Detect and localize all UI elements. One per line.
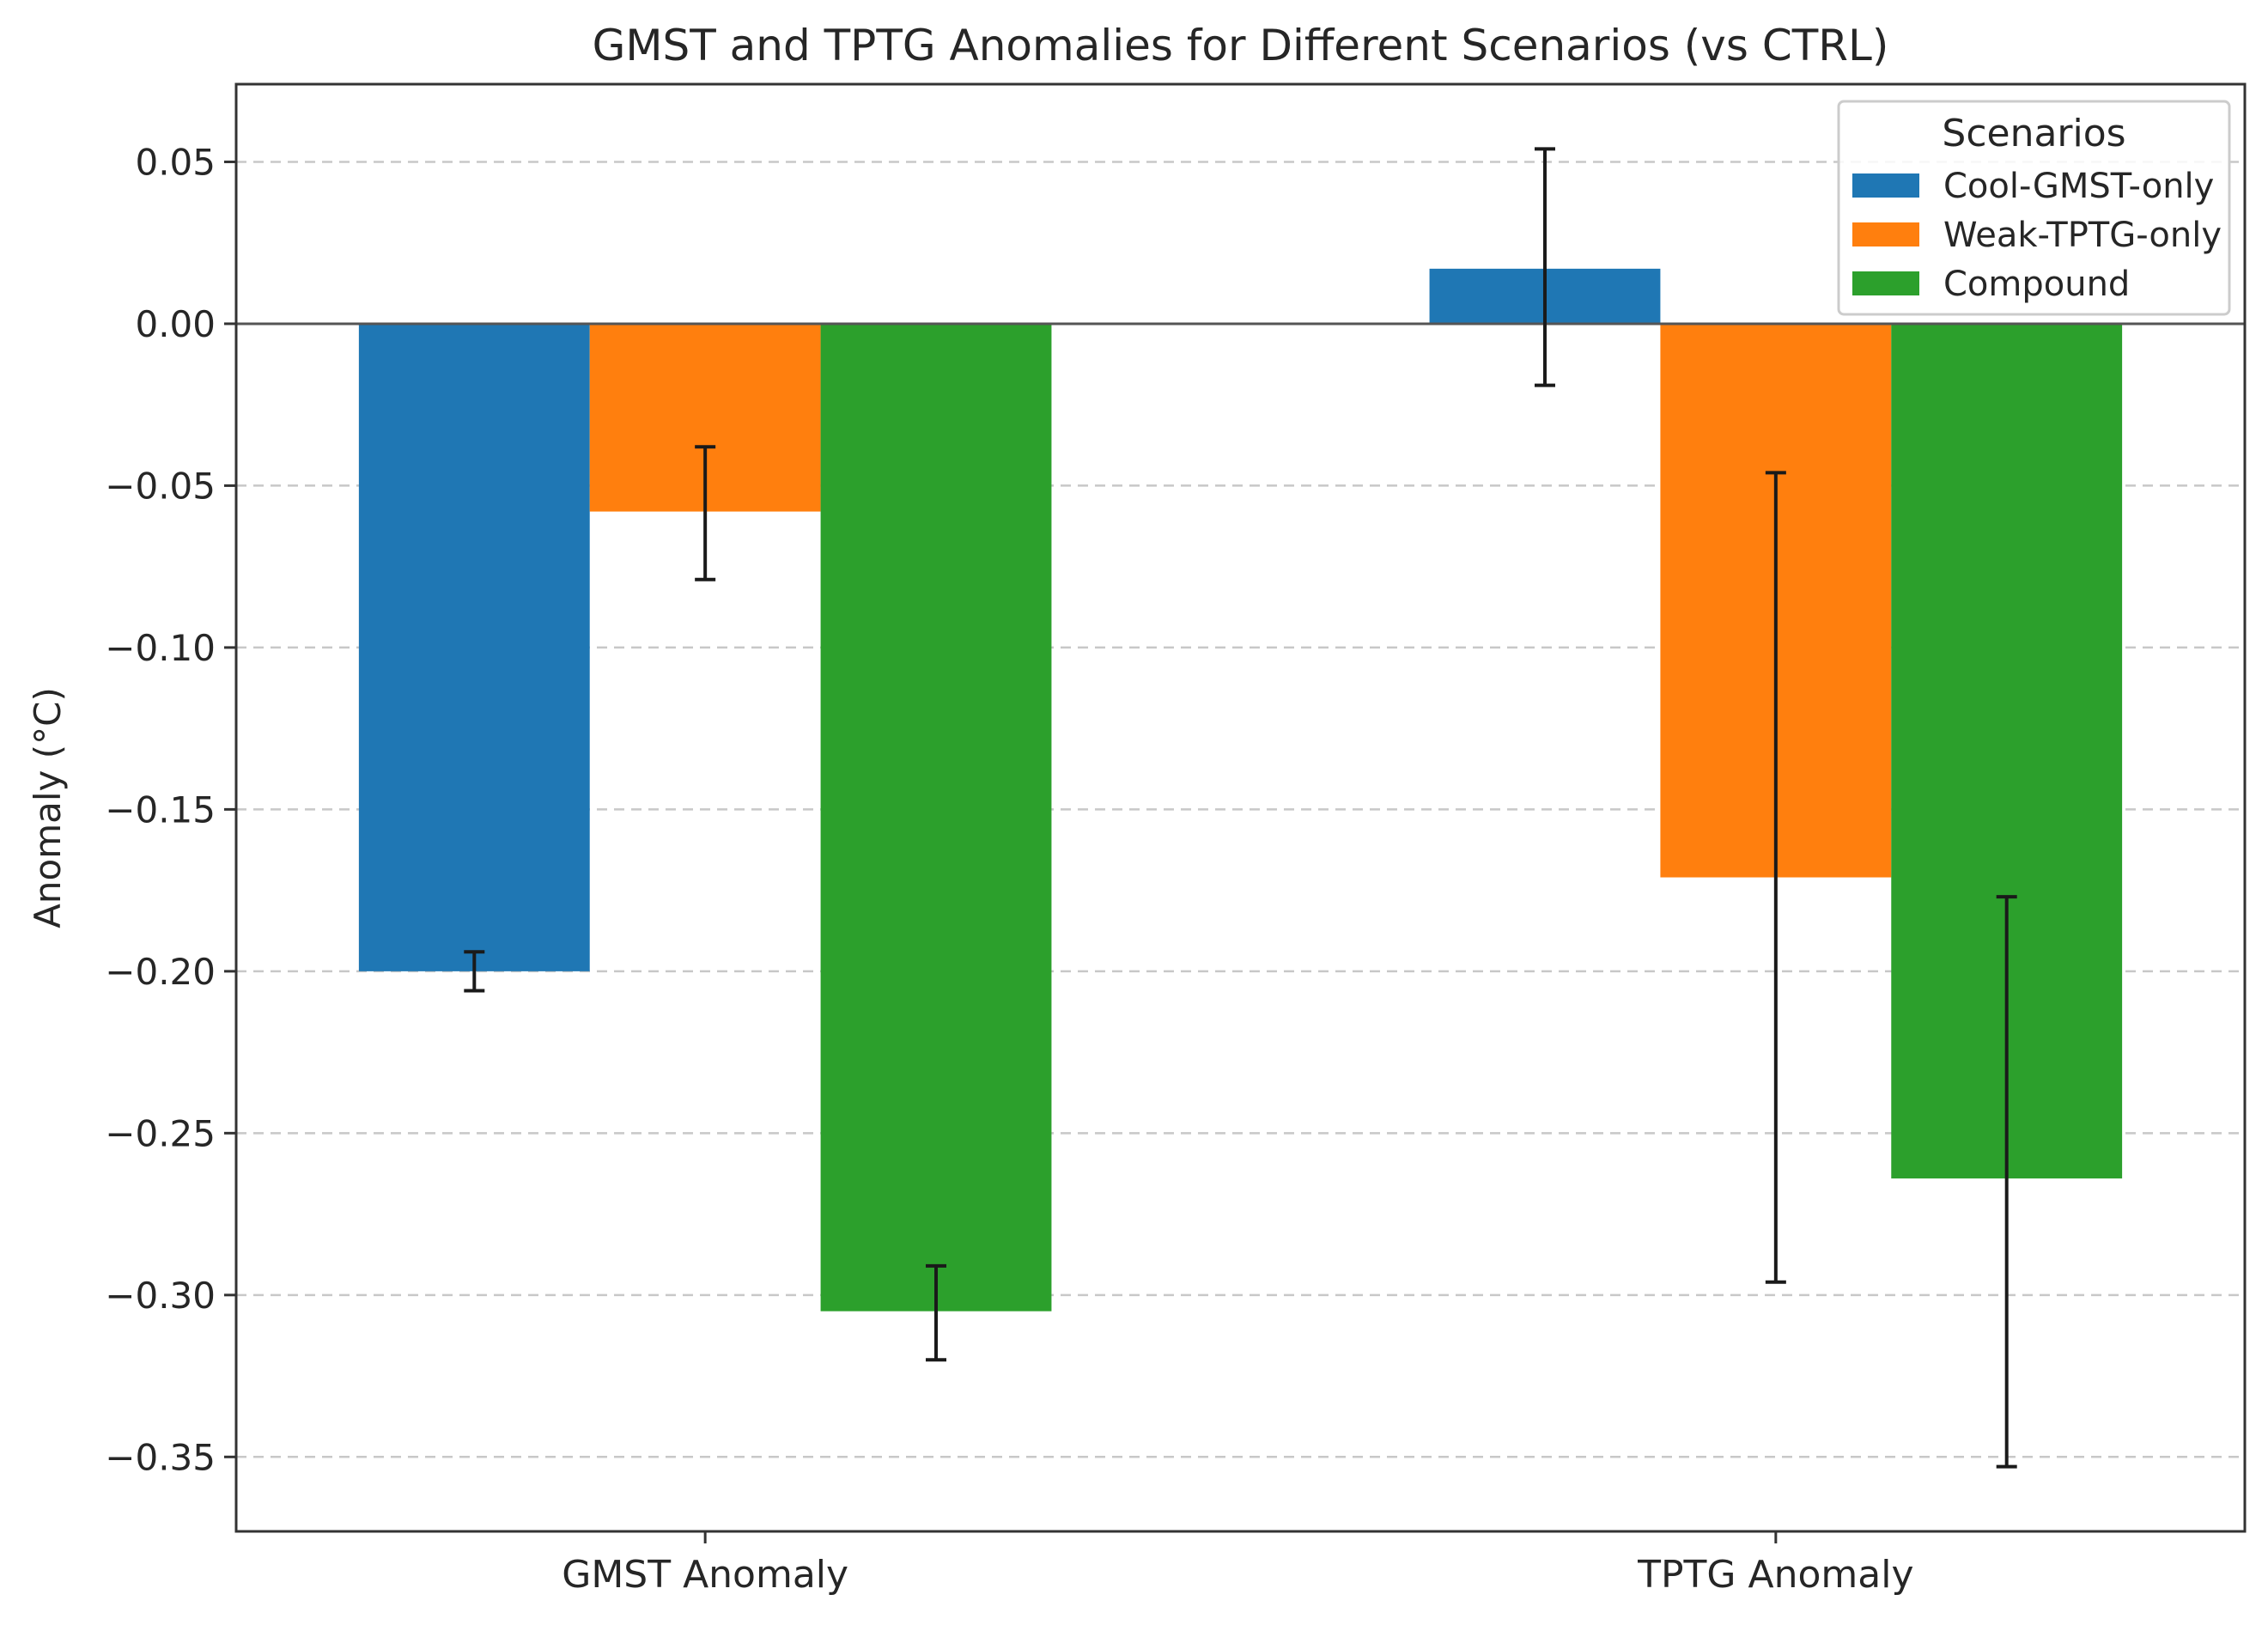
y-tick-label: −0.25	[105, 1112, 216, 1154]
plot-frame	[234, 82, 2247, 1533]
chart-title: GMST and TPTG Anomalies for Different Sc…	[593, 21, 1889, 70]
y-axis-ticks: 0.05 0.00 −0.05 −0.10 −0.15 −0.20 −0.25 −0.30 −0…	[105, 141, 236, 1478]
y-tick-label: −0.35	[105, 1436, 216, 1478]
x-axis-ticks: GMST Anomaly TPTG Anomaly	[562, 1531, 1914, 1597]
legend-label: Compound	[1943, 265, 2130, 304]
legend-items: Cool-GMST-only Weak-TPTG-only Compound	[1852, 167, 2222, 304]
y-tick-label: −0.15	[105, 788, 216, 831]
y-tick-label: 0.00	[135, 303, 216, 345]
bar	[820, 323, 1052, 1312]
legend: Scenarios Cool-GMST-onlyWeak-TPTG-onlyCo…	[1837, 100, 2231, 316]
y-tick-label: −0.30	[105, 1275, 216, 1317]
x-tick-label: GMST Anomaly	[562, 1553, 848, 1597]
y-tick-label: 0.05	[135, 141, 216, 183]
bars	[358, 268, 2123, 1312]
bar	[358, 323, 590, 971]
legend-label: Cool-GMST-only	[1943, 167, 2214, 206]
y-axis-label: Anomaly (°C)	[27, 687, 69, 928]
y-tick-label: −0.10	[105, 627, 216, 669]
error-bars	[464, 147, 2017, 1469]
legend-title: Scenarios	[1942, 112, 2125, 155]
legend-swatch	[1852, 222, 1919, 246]
y-tick-label: −0.05	[105, 465, 216, 507]
legend-swatch	[1852, 271, 1919, 295]
legend-label: Weak-TPTG-only	[1943, 216, 2222, 255]
y-tick-label: −0.20	[105, 951, 216, 993]
legend-swatch	[1852, 173, 1919, 198]
legend-box	[1837, 100, 2231, 316]
x-tick-label: TPTG Anomaly	[1637, 1553, 1913, 1597]
